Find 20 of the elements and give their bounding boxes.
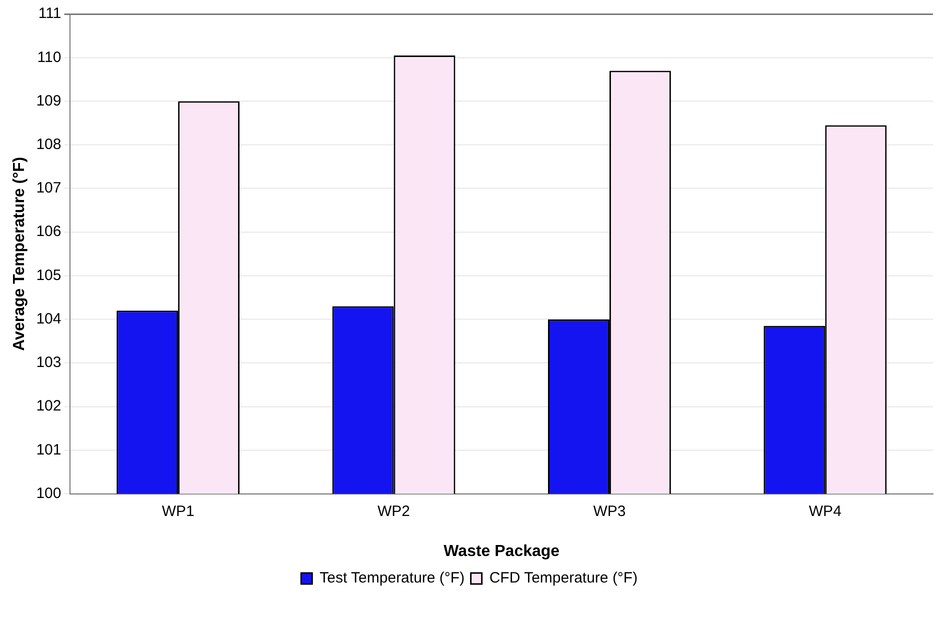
y-tick-label: 108 xyxy=(36,136,62,153)
legend-label: CFD Temperature (°F) xyxy=(489,570,638,587)
x-axis-title: Waste Package xyxy=(444,542,560,560)
x-tick-label: WP1 xyxy=(162,502,194,520)
y-tick-label: 101 xyxy=(36,441,62,458)
y-axis-title: Average Temperature (°F) xyxy=(11,156,28,351)
y-tick-label: 107 xyxy=(36,180,62,197)
y-tick-label: 111 xyxy=(38,5,62,22)
y-tick-label: 103 xyxy=(36,354,62,372)
legend-label: Test Temperature (°F) xyxy=(320,570,465,587)
x-tick-label: WP4 xyxy=(808,502,842,520)
x-tick-label: WP2 xyxy=(378,502,410,520)
y-tick-label: 104 xyxy=(36,310,62,328)
y-tick-label: 106 xyxy=(36,223,62,240)
y-tick-label: 100 xyxy=(36,484,62,502)
y-tick-label: 102 xyxy=(36,398,62,415)
x-tick-label: WP3 xyxy=(593,502,626,520)
y-tick-label: 105 xyxy=(36,266,62,284)
y-tick-label: 110 xyxy=(37,48,62,66)
y-tick-label: 109 xyxy=(36,92,62,110)
